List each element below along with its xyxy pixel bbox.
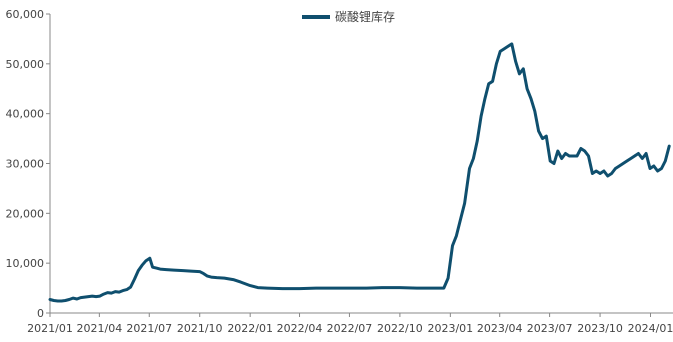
y-tick-label: 0 [37,307,44,320]
x-tick-label: 2023/10 [577,322,623,335]
x-tick-label: 2021/04 [77,322,123,335]
x-tick-label: 2022/01 [227,322,273,335]
legend: 碳酸锂库存 [302,9,395,24]
x-tick-label: 2021/07 [126,322,172,335]
series-layer [48,42,671,303]
y-tick-label: 10,000 [6,257,45,270]
x-tick-label: 2022/07 [327,322,373,335]
y-tick-label: 30,000 [6,158,45,171]
axes [49,14,673,314]
y-tick-label: 50,000 [6,58,45,71]
y-axis-ticks: 0 10,000 20,000 30,000 40,000 50,000 60,000 [6,8,50,320]
x-tick-label: 2023/01 [427,322,473,335]
y-tick-label: 60,000 [6,8,45,21]
x-tick-label: 2021/10 [177,322,223,335]
x-axis-ticks: 2021/01 2021/04 2021/07 2021/10 2022/01 2022/… [27,313,673,335]
x-tick-label: 2024/01 [628,322,673,335]
x-tick-label: 2022/10 [377,322,423,335]
x-tick-label: 2021/01 [27,322,73,335]
x-tick-label: 2023/04 [477,322,523,335]
x-tick-label: 2022/04 [277,322,323,335]
y-tick-label: 40,000 [6,108,45,121]
series-line [48,42,671,303]
x-tick-label: 2023/07 [527,322,573,335]
legend-label: 碳酸锂库存 [335,9,395,24]
y-tick-label: 20,000 [6,207,45,220]
